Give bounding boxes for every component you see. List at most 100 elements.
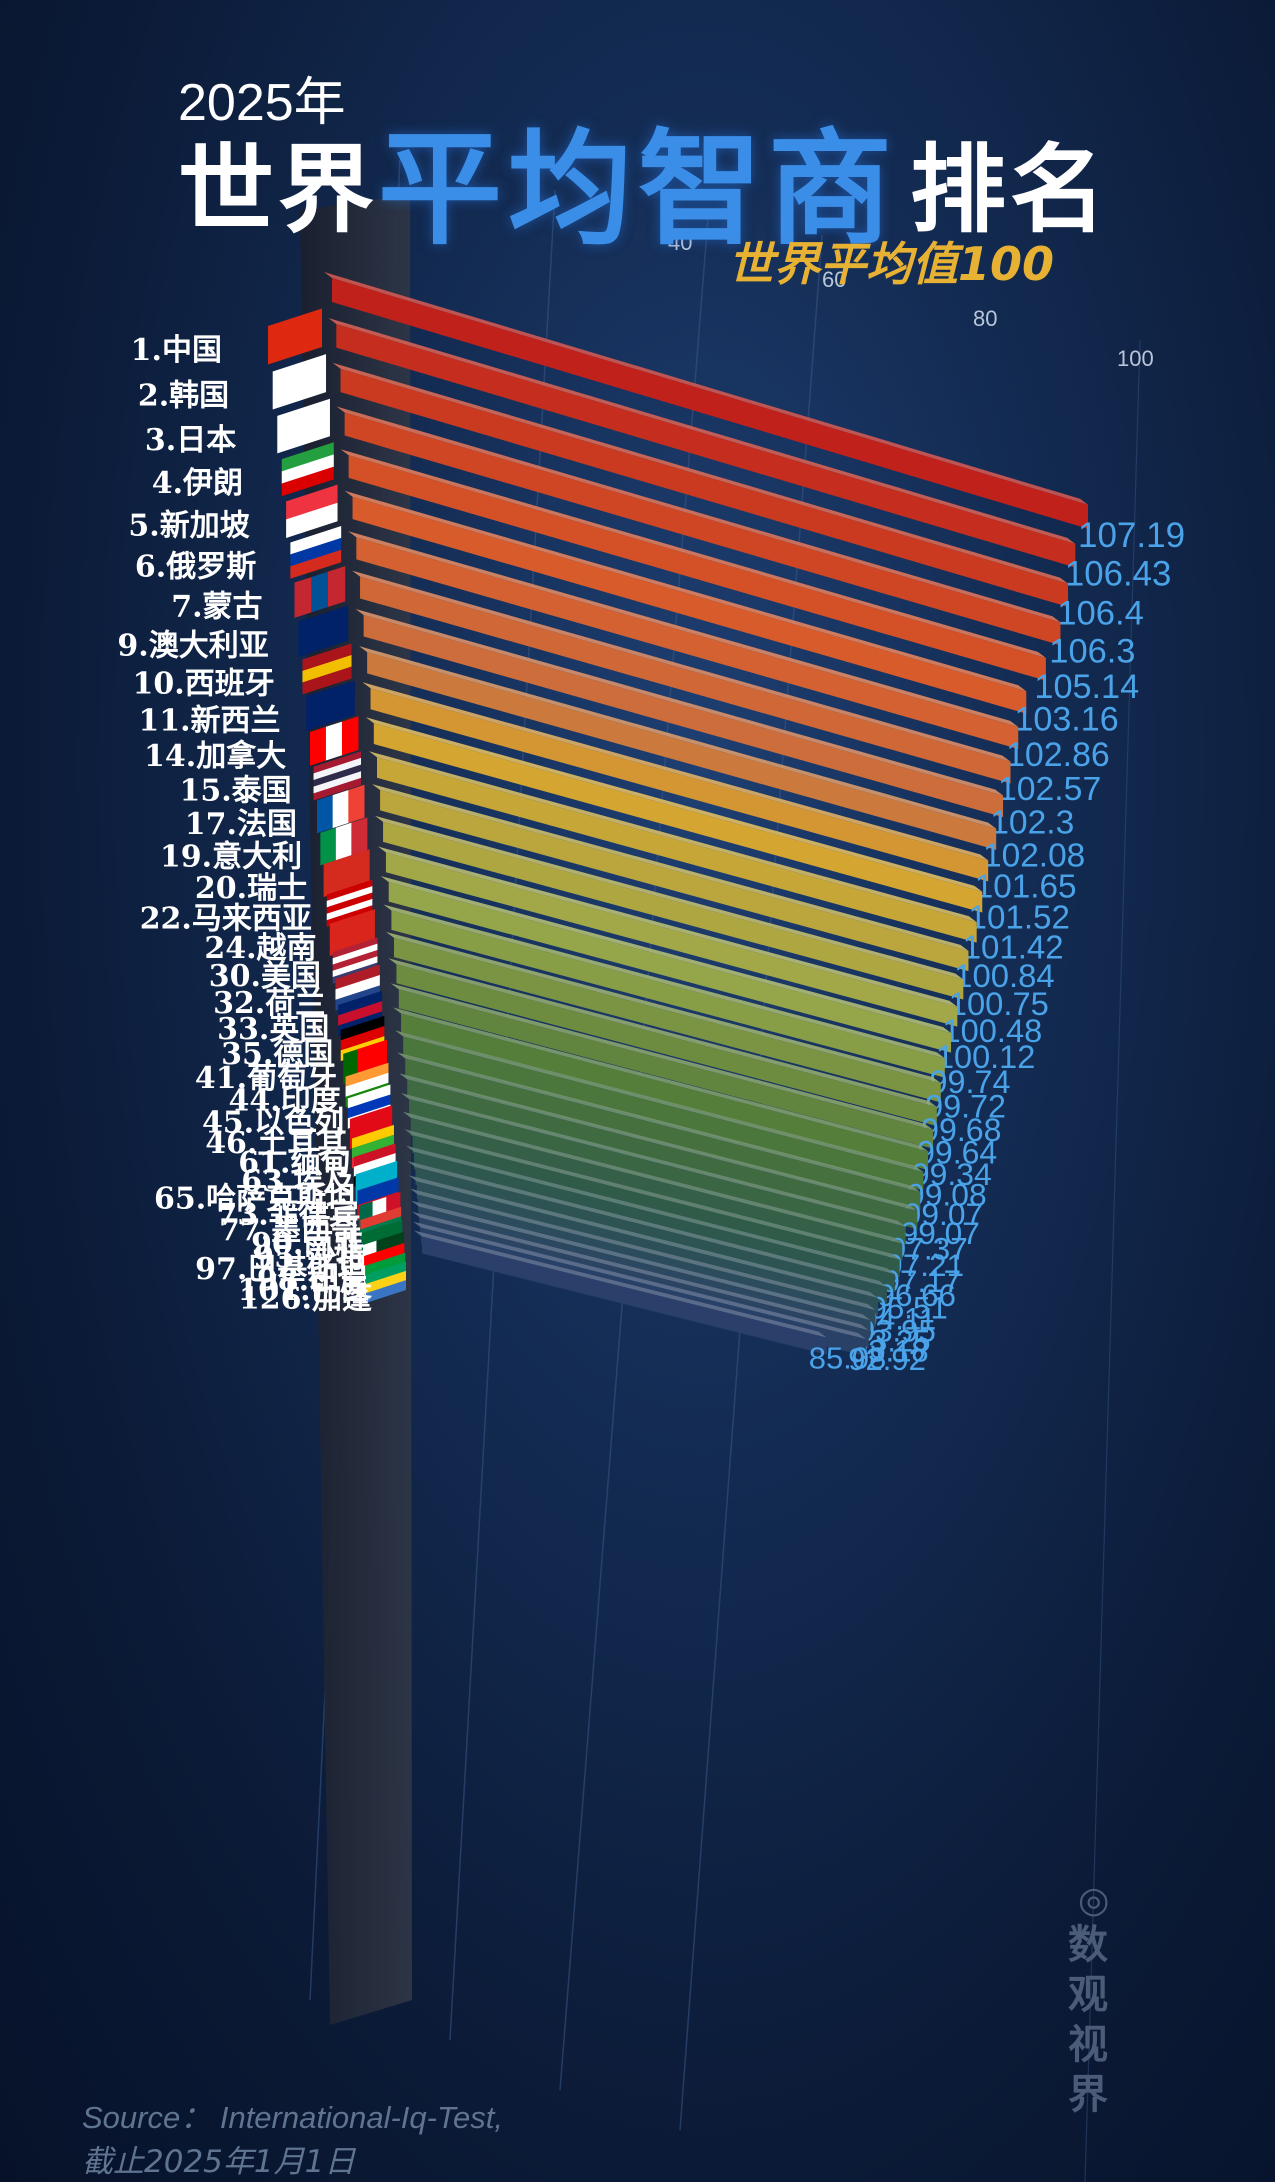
- date-note: 截止2025年1月1日: [82, 2144, 356, 2180]
- bar-top-face: [401, 1093, 906, 1227]
- value-label: 102.57: [998, 770, 1101, 808]
- title-prefix: 世界: [178, 134, 378, 246]
- bar: [336, 323, 1076, 568]
- bar-top-face: [359, 646, 997, 829]
- country-rank-label: 3.日本: [145, 423, 236, 458]
- bar-top-face: [355, 608, 1004, 796]
- country-rank-label: 90.南非: [251, 1227, 363, 1262]
- country-flag-icon: [320, 817, 368, 866]
- bar: [340, 368, 1069, 607]
- value-label: 101.65: [975, 869, 1077, 906]
- bar-top-face: [365, 717, 983, 892]
- value-label: 101.42: [963, 929, 1064, 966]
- source-note: Source： International-Iq-Test,: [82, 2100, 504, 2135]
- country-rank-label: 33.英国: [217, 1012, 329, 1047]
- bar-top-face: [332, 362, 1069, 584]
- country-rank-label: 11.新西兰: [138, 703, 280, 738]
- bar: [388, 882, 952, 1053]
- bar: [422, 1236, 827, 1355]
- bar: [363, 614, 1004, 818]
- country-rank-label: 61.缅甸: [238, 1146, 350, 1181]
- country-rank-label: 2.韩国: [138, 378, 229, 413]
- axis-tick-label: 40: [668, 230, 692, 255]
- country-flag-icon: [277, 398, 330, 454]
- bar: [360, 576, 1011, 784]
- watermark-logo-icon: ◎: [1078, 1880, 1110, 1921]
- value-label: 102.86: [1006, 736, 1110, 774]
- title-suffix: 排名: [910, 134, 1110, 246]
- country-rank-label: 44.印度: [229, 1084, 341, 1119]
- bar-top-face: [399, 1073, 918, 1212]
- bar-top-face: [407, 1161, 887, 1287]
- country-flag-icon: [316, 784, 365, 834]
- bar-top-face: [375, 815, 964, 980]
- value-label: 107.19: [1078, 516, 1185, 555]
- country-rank-label: 24.越南: [204, 931, 316, 966]
- value-label: 96.66: [878, 1278, 956, 1313]
- bar-top-face: [408, 1175, 879, 1299]
- bar: [398, 989, 934, 1149]
- country-rank-label: 9.澳大利亚: [117, 629, 268, 664]
- bar-top-face: [340, 449, 1046, 658]
- bar-top-face: [397, 1052, 921, 1193]
- bar-top-face: [380, 876, 952, 1034]
- value-label: 101.52: [969, 900, 1070, 937]
- country-rank-label: 22.马来西亚: [140, 902, 312, 937]
- country-flag-icon: [366, 1261, 406, 1303]
- country-flag-icon: [298, 605, 349, 657]
- bar-top-face: [336, 406, 1061, 623]
- country-flag-icon: [272, 354, 327, 410]
- country-rank-label: 126.加蓬: [239, 1282, 372, 1317]
- bar-top-face: [395, 1030, 924, 1173]
- country-rank-label: 98.印尼: [257, 1263, 369, 1298]
- value-label: 99.74: [930, 1064, 1011, 1100]
- value-label: 99.68: [921, 1112, 1001, 1148]
- country-rank-label: 6.俄罗斯: [135, 550, 256, 585]
- country-flag-icon: [302, 643, 352, 695]
- value-label: 100.48: [943, 1012, 1043, 1049]
- bar-top-face: [328, 317, 1076, 544]
- bar: [367, 652, 997, 850]
- value-label: 102.3: [990, 805, 1074, 842]
- watermark-text: 数观视界: [1068, 1922, 1108, 2118]
- country-rank-label: 97.巴基斯坦: [195, 1252, 367, 1287]
- country-rank-label: 101.巴西: [238, 1273, 371, 1308]
- value-label: 102.08: [983, 837, 1085, 874]
- bar-top-face: [390, 983, 934, 1130]
- value-label: 105.14: [1034, 668, 1139, 706]
- bar-top-face: [411, 1200, 871, 1321]
- value-label: 92.92: [848, 1342, 926, 1377]
- bar-top-face: [385, 931, 941, 1084]
- country-rank-label: 7.蒙古: [171, 590, 262, 625]
- country-rank-label: 30.美国: [209, 959, 321, 994]
- bar-top-face: [404, 1129, 900, 1260]
- bar-top-face: [413, 1221, 867, 1340]
- country-flag-icon: [313, 751, 362, 801]
- country-rank-label: 15.泰国: [179, 774, 291, 809]
- bar: [401, 1013, 929, 1171]
- value-label: 100.12: [936, 1039, 1035, 1075]
- country-rank-label: 35.德国: [221, 1037, 333, 1072]
- bar: [348, 455, 1046, 681]
- value-label: 95.51: [870, 1291, 948, 1326]
- value-label: 100.84: [954, 957, 1055, 994]
- value-label: 93.95: [858, 1313, 936, 1348]
- value-label: 85.08: [809, 1341, 887, 1376]
- country-flag-icon: [286, 484, 338, 539]
- value-label: 97.17: [883, 1264, 962, 1299]
- bar-top-face: [348, 531, 1019, 727]
- title-highlight: 平均智商: [378, 118, 899, 262]
- country-rank-label: 4.伊朗: [152, 466, 243, 501]
- value-label: 106.4: [1057, 595, 1144, 633]
- bar: [391, 910, 945, 1078]
- country-flag-icon: [281, 442, 334, 497]
- country-rank-label: 41.葡萄牙: [195, 1061, 337, 1096]
- bar: [352, 496, 1027, 714]
- bar-top-face: [362, 682, 989, 861]
- country-rank-label: 10.西班牙: [133, 666, 275, 701]
- bar-top-face: [383, 904, 945, 1059]
- bar: [370, 688, 989, 882]
- country-flag-icon: [290, 525, 342, 579]
- value-label: 99.72: [925, 1089, 1006, 1125]
